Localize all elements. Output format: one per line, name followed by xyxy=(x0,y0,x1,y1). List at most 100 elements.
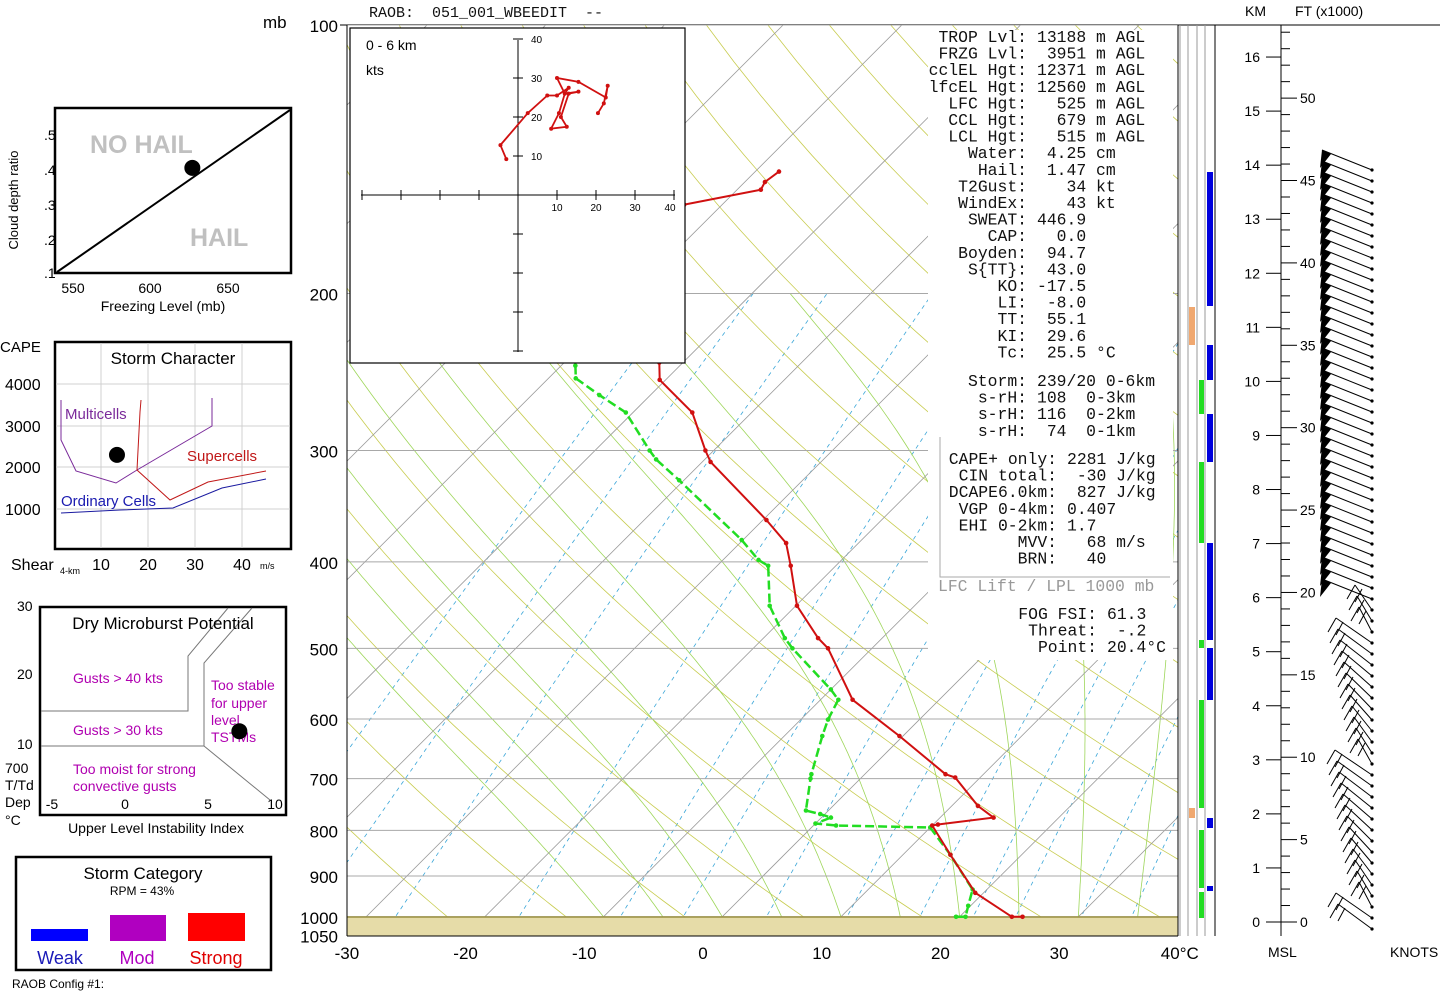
wind-barb[interactable] xyxy=(1321,259,1373,281)
wind-barb[interactable] xyxy=(1321,490,1373,512)
wind-barb[interactable] xyxy=(1321,314,1373,336)
hail-point xyxy=(184,159,201,176)
wind-barb[interactable] xyxy=(1321,402,1373,424)
wind-barb[interactable] xyxy=(1321,325,1373,347)
wind-barb[interactable] xyxy=(1342,793,1373,820)
wind-barb-feather xyxy=(1343,705,1353,721)
wind-barb[interactable] xyxy=(1321,391,1373,413)
wind-barb[interactable] xyxy=(1354,859,1373,886)
wind-barb[interactable] xyxy=(1352,848,1373,875)
wind-barb[interactable] xyxy=(1344,804,1373,831)
wind-barbs[interactable] xyxy=(1320,149,1374,931)
moist-adiabat xyxy=(1135,293,1175,936)
wind-barb[interactable] xyxy=(1321,303,1373,325)
wind-barb[interactable] xyxy=(1321,435,1373,457)
wind-barb[interactable] xyxy=(1337,903,1373,930)
wind-barb[interactable] xyxy=(1321,204,1373,226)
wind-barb-feather xyxy=(1350,606,1360,622)
wind-barb[interactable] xyxy=(1336,760,1373,787)
km-tick-label: 5 xyxy=(1252,644,1260,660)
wind-barb[interactable] xyxy=(1334,749,1373,776)
wind-barb[interactable] xyxy=(1358,881,1373,908)
wind-barb[interactable] xyxy=(1321,578,1373,600)
wind-barb[interactable] xyxy=(1335,617,1373,644)
wind-barb[interactable] xyxy=(1321,270,1373,292)
wind-barb[interactable] xyxy=(1321,160,1373,182)
wind-barb[interactable] xyxy=(1321,501,1373,523)
gusts40-label: Gusts > 40 kts xyxy=(73,670,163,686)
strong-swatch xyxy=(188,913,245,941)
wind-barb[interactable] xyxy=(1321,523,1373,545)
wind-barb[interactable] xyxy=(1340,782,1373,809)
wind-barb[interactable] xyxy=(1321,424,1373,446)
wind-barb[interactable] xyxy=(1358,606,1373,633)
wind-barb[interactable] xyxy=(1338,771,1373,798)
wind-barb[interactable] xyxy=(1321,534,1373,556)
wind-barb[interactable] xyxy=(1321,281,1373,303)
hodograph[interactable]: 0 - 6 km kts 10 20 30 40 40 30 20 10 xyxy=(349,27,686,364)
wind-barb[interactable] xyxy=(1321,545,1373,567)
wind-barb[interactable] xyxy=(1350,837,1373,864)
wind-barb[interactable] xyxy=(1321,457,1373,479)
wind-barb[interactable] xyxy=(1321,171,1373,193)
index-value: 1.47 cm xyxy=(1037,161,1116,180)
wind-barb[interactable] xyxy=(1356,595,1373,622)
wind-barb[interactable] xyxy=(1321,149,1373,171)
wind-barb-feather xyxy=(1345,676,1354,691)
wind-barb-dot xyxy=(1370,674,1374,678)
wind-barb[interactable] xyxy=(1321,468,1373,490)
wind-barb[interactable] xyxy=(1321,237,1373,259)
wind-barb[interactable] xyxy=(1321,292,1373,314)
wind-barb[interactable] xyxy=(1347,683,1373,710)
multicells-label: Multicells xyxy=(65,406,127,423)
wind-barb-dot xyxy=(1370,421,1374,425)
wind-barb[interactable] xyxy=(1354,584,1373,611)
dewpoint-profile[interactable] xyxy=(573,363,975,920)
wind-barb[interactable] xyxy=(1335,892,1373,919)
wind-barb[interactable] xyxy=(1353,716,1373,743)
wind-barb[interactable] xyxy=(1321,446,1373,468)
wind-barb[interactable] xyxy=(1356,870,1373,897)
ft-tick-label: 0 xyxy=(1300,914,1308,930)
wind-barb[interactable] xyxy=(1321,369,1373,391)
isotherm xyxy=(1177,935,1178,936)
wind-barb[interactable] xyxy=(1345,672,1373,699)
wind-barb[interactable] xyxy=(1321,336,1373,358)
dewpoint-line[interactable] xyxy=(574,365,974,919)
wind-barb[interactable] xyxy=(1321,567,1373,589)
km-tick-label: 4 xyxy=(1252,698,1260,714)
wind-barb[interactable] xyxy=(1349,694,1373,721)
index-value: 34 kt xyxy=(1037,177,1116,196)
wind-barb[interactable] xyxy=(1355,727,1373,754)
temperature-point xyxy=(850,697,855,703)
wind-barb[interactable] xyxy=(1337,628,1373,655)
wind-barb[interactable] xyxy=(1321,347,1373,369)
temperature-point xyxy=(943,771,948,777)
wind-barb[interactable] xyxy=(1321,512,1373,534)
wind-barb[interactable] xyxy=(1321,556,1373,578)
wind-barb[interactable] xyxy=(1339,639,1373,666)
wind-barb[interactable] xyxy=(1351,705,1373,732)
wind-barb[interactable] xyxy=(1321,193,1373,215)
wind-barb[interactable] xyxy=(1346,815,1373,842)
wind-barb[interactable] xyxy=(1357,738,1373,765)
index-label: LFC Hgt: xyxy=(948,94,1027,113)
wind-barb[interactable] xyxy=(1321,215,1373,237)
wind-barb[interactable] xyxy=(1321,358,1373,380)
temperature-point xyxy=(1020,914,1025,920)
wind-barb[interactable] xyxy=(1343,661,1373,688)
wind-barb[interactable] xyxy=(1321,248,1373,270)
wind-barb[interactable] xyxy=(1321,226,1373,248)
wind-barb[interactable] xyxy=(1321,479,1373,501)
wind-barb[interactable] xyxy=(1321,413,1373,435)
wind-barb[interactable] xyxy=(1321,182,1373,204)
wind-barb[interactable] xyxy=(1348,826,1373,853)
index-value: 0.0 xyxy=(1037,227,1086,246)
dewpoint-point xyxy=(825,717,831,722)
fog-index-label: FOG FSI: xyxy=(1018,605,1097,624)
mixing-ratio-line xyxy=(1006,599,1178,936)
wind-barb[interactable] xyxy=(1341,650,1373,677)
dewpoint-point xyxy=(653,457,659,462)
wind-barb[interactable] xyxy=(1321,380,1373,402)
